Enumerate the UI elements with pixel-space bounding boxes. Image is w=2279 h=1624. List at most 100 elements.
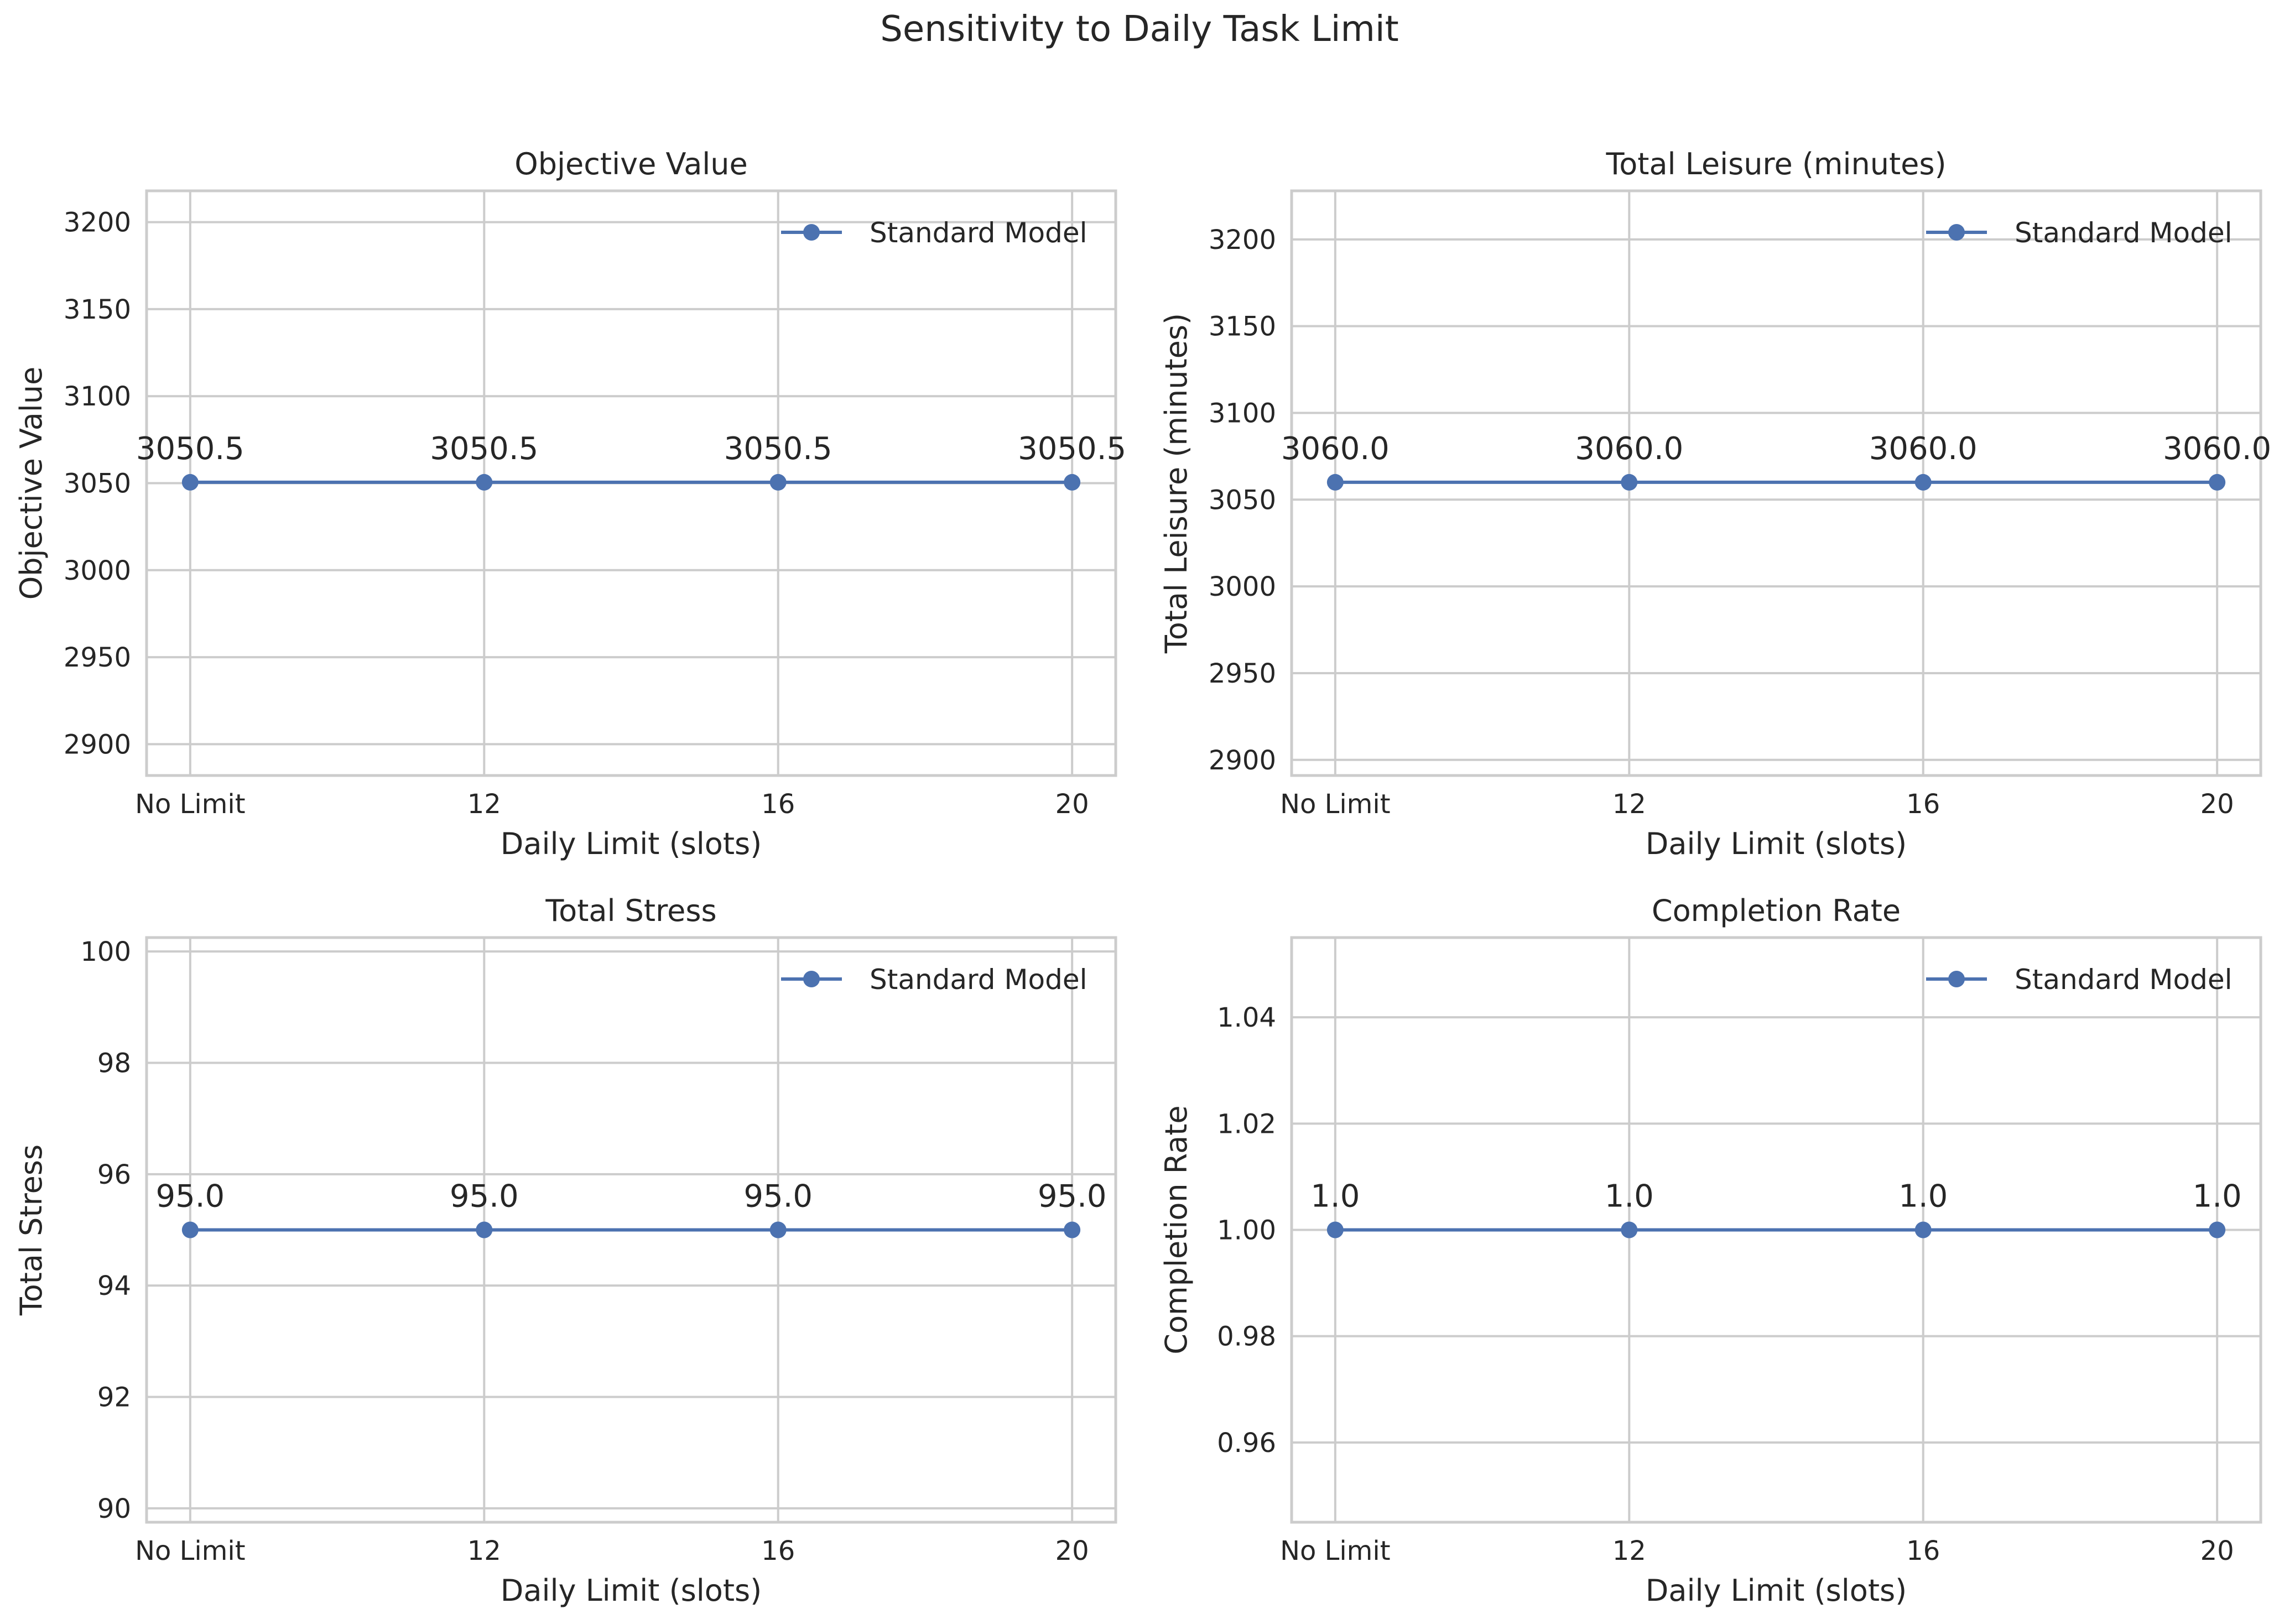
y-tick-label: 2900 [64, 729, 131, 760]
panel-title: Objective Value [514, 147, 748, 181]
y-tick-label: 3050 [1209, 485, 1276, 516]
y-tick-label: 0.98 [1217, 1321, 1276, 1352]
y-tick-label: 96 [97, 1159, 131, 1190]
legend-marker [803, 224, 820, 241]
y-tick-label: 3100 [64, 381, 131, 412]
figure-title: Sensitivity to Daily Task Limit [880, 9, 1399, 50]
axes-frame [1290, 936, 2262, 1524]
chart-panel-4: 0.96 0.98 1.00 1.02 1.04 No Limit 12 16 20 1.0 1.0… [1159, 893, 2262, 1608]
data-point [1064, 473, 1081, 491]
data-point [1621, 473, 1638, 491]
y-tick-label: 94 [97, 1271, 131, 1302]
data-label: 1.0 [2193, 1179, 2242, 1215]
data-label: 1.0 [1310, 1179, 1360, 1215]
y-axis-label: Completion Rate [1159, 1105, 1194, 1354]
data-label: 95.0 [450, 1179, 519, 1215]
legend-label: Standard Model [870, 964, 1087, 996]
data-label: 3050.5 [430, 431, 538, 467]
panel-title: Total Leisure (minutes) [1605, 147, 1946, 181]
chart-panel-1: 2900 2950 3000 3050 3100 3150 3200 No Limit 12 16… [14, 147, 1126, 861]
x-tick-label: No Limit [135, 1535, 246, 1566]
data-point [181, 473, 199, 491]
x-axis-label: Daily Limit (slots) [501, 826, 762, 861]
data-point [2209, 1221, 2226, 1238]
data-label: 3060.0 [1575, 431, 1683, 467]
y-tick-label: 3200 [1209, 225, 1276, 256]
data-point [1064, 1221, 1081, 1238]
chart-panel-2: 2900 2950 3000 3050 3100 3150 3200 No Limit 12 16… [1159, 147, 2271, 861]
y-tick-label: 3200 [64, 207, 131, 238]
panel-title: Total Stress [545, 893, 716, 928]
y-axis-label: Objective Value [14, 367, 49, 600]
x-tick-label: 12 [467, 789, 501, 820]
data-point [1914, 473, 1932, 491]
legend: Standard Model [781, 964, 1087, 996]
y-tick-label: 90 [97, 1493, 131, 1524]
data-label: 3060.0 [1281, 431, 1390, 467]
y-tick-label: 3150 [64, 294, 131, 325]
x-axis-label: Daily Limit (slots) [501, 1573, 762, 1608]
y-tick-label: 2950 [1209, 658, 1276, 689]
axes-frame [1290, 189, 2262, 777]
y-tick-label: 2950 [64, 642, 131, 673]
x-tick-label: 20 [2200, 1535, 2234, 1566]
legend-marker [1948, 971, 1965, 987]
data-point [1914, 1221, 1932, 1238]
y-tick-label: 3000 [1209, 571, 1276, 602]
chart-panel-3: 90 92 94 96 98 100 No Limit 12 16 20 95.0 95.0 95.0 9… [14, 893, 1117, 1608]
y-tick-label: 100 [80, 936, 131, 967]
data-point [1326, 473, 1344, 491]
x-tick-label: No Limit [135, 789, 246, 820]
y-tick-label: 3050 [64, 469, 131, 499]
legend-marker [1948, 224, 1965, 241]
legend-label: Standard Model [2015, 217, 2232, 249]
y-tick-label: 2900 [1209, 745, 1276, 776]
data-label: 95.0 [743, 1179, 813, 1215]
x-tick-label: 16 [761, 1535, 795, 1566]
data-label: 3060.0 [2163, 431, 2271, 467]
data-label: 3050.5 [1018, 431, 1126, 467]
data-label: 3060.0 [1869, 431, 1978, 467]
x-tick-label: 12 [1612, 789, 1646, 820]
x-tick-label: No Limit [1280, 789, 1391, 820]
x-tick-label: 16 [1906, 789, 1940, 820]
data-label: 95.0 [1038, 1179, 1107, 1215]
x-tick-label: 20 [1055, 1535, 1089, 1566]
x-tick-label: 20 [2200, 789, 2234, 820]
y-axis-label: Total Stress [14, 1144, 49, 1316]
legend-label: Standard Model [870, 217, 1087, 249]
panel-title: Completion Rate [1652, 893, 1901, 928]
data-point [2209, 473, 2226, 491]
y-tick-label: 1.00 [1217, 1215, 1276, 1246]
data-label: 1.0 [1898, 1179, 1948, 1215]
x-axis-label: Daily Limit (slots) [1646, 826, 1907, 861]
legend: Standard Model [1926, 217, 2232, 249]
data-point [1326, 1221, 1344, 1238]
data-point [769, 1221, 787, 1238]
data-label: 95.0 [155, 1179, 225, 1215]
legend: Standard Model [781, 217, 1087, 249]
data-label: 1.0 [1605, 1179, 1654, 1215]
x-tick-label: 16 [1906, 1535, 1940, 1566]
data-point [181, 1221, 199, 1238]
data-point [1621, 1221, 1638, 1238]
axes-frame [145, 189, 1117, 777]
y-axis-label: Total Leisure (minutes) [1159, 313, 1194, 654]
data-label: 3050.5 [136, 431, 244, 467]
y-tick-label: 1.04 [1217, 1002, 1276, 1033]
x-tick-label: 16 [761, 789, 795, 820]
legend-marker [803, 971, 820, 987]
y-tick-label: 3150 [1209, 311, 1276, 342]
y-tick-label: 3100 [1209, 398, 1276, 429]
x-tick-label: 20 [1055, 789, 1089, 820]
legend-label: Standard Model [2015, 964, 2232, 996]
legend: Standard Model [1926, 964, 2232, 996]
y-tick-label: 0.96 [1217, 1428, 1276, 1459]
x-tick-label: 12 [467, 1535, 501, 1566]
y-tick-label: 98 [97, 1048, 131, 1079]
y-tick-label: 1.02 [1217, 1108, 1276, 1139]
x-axis-label: Daily Limit (slots) [1646, 1573, 1907, 1608]
x-tick-label: No Limit [1280, 1535, 1391, 1566]
x-tick-label: 12 [1612, 1535, 1646, 1566]
